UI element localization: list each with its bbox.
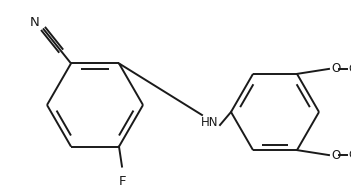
Text: F: F: [118, 175, 126, 187]
Text: O: O: [331, 149, 340, 162]
Text: O: O: [331, 62, 340, 75]
Text: N: N: [30, 16, 40, 29]
Text: CH₃: CH₃: [348, 150, 351, 160]
Text: HN: HN: [201, 115, 219, 129]
Text: CH₃: CH₃: [348, 64, 351, 74]
